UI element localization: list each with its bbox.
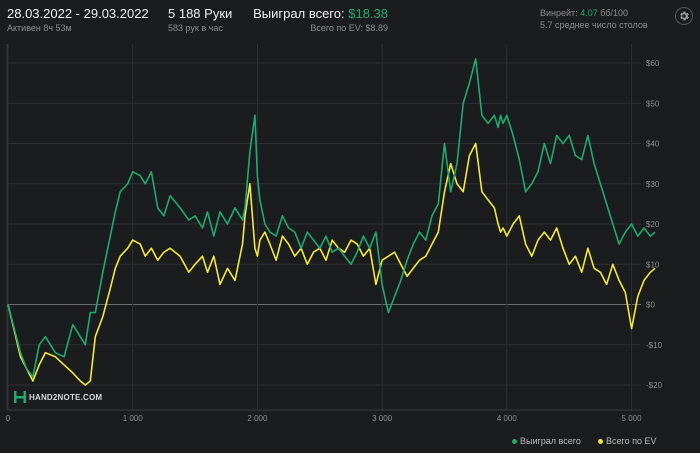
y-tick-label: $40 bbox=[646, 140, 660, 149]
hands-count: 5 188 Руки bbox=[168, 6, 233, 21]
y-tick-label: $30 bbox=[646, 180, 660, 189]
avg-tables: 5.7 среднее число столов bbox=[540, 20, 648, 30]
hands-block: 5 188 Руки 583 рук в час bbox=[168, 6, 232, 33]
ev-total: Всего по EV: $8.89 bbox=[310, 23, 388, 33]
y-tick-label: -$20 bbox=[646, 381, 663, 390]
summary-header: 28.03.2022 - 29.03.2022 Активен 8ч 53м 5… bbox=[0, 6, 700, 40]
y-tick-label: $0 bbox=[646, 301, 655, 310]
logo-text: HAND2NOTE.COM bbox=[29, 392, 103, 402]
legend-ev-swatch bbox=[598, 439, 603, 445]
legend-ev[interactable]: Всего по EV bbox=[598, 436, 656, 446]
winrate-label: Винрейт: bbox=[540, 8, 578, 18]
winnings-block: Выиграл всего: $18.38 Всего по EV: $8.89 bbox=[252, 6, 388, 33]
legend-won[interactable]: Выиграл всего bbox=[512, 436, 581, 446]
x-tick-label: 2 000 bbox=[247, 414, 268, 423]
won-total-value: $18.38 bbox=[348, 6, 388, 21]
x-tick-label: 0 bbox=[6, 414, 11, 423]
legend-ev-label: Всего по EV bbox=[606, 436, 657, 446]
legend-won-label: Выиграл всего bbox=[520, 436, 581, 446]
winrate-block: Винрейт: 4.07 бб/100 5.7 среднее число с… bbox=[540, 6, 648, 30]
x-tick-label: 5 000 bbox=[622, 414, 643, 423]
x-tick-label: 1 000 bbox=[123, 414, 144, 423]
won-total: Выиграл всего: $18.38 bbox=[252, 6, 388, 21]
series-won-line bbox=[7, 58, 656, 378]
won-total-label: Выиграл всего: bbox=[253, 6, 345, 21]
x-tick-label: 4 000 bbox=[497, 414, 518, 423]
gear-icon bbox=[680, 11, 689, 21]
y-tick-label: -$10 bbox=[646, 341, 663, 350]
x-tick-label: 3 000 bbox=[372, 414, 393, 423]
settings-button[interactable] bbox=[675, 7, 693, 25]
y-tick-label: $10 bbox=[646, 260, 660, 269]
active-time: Активен 8ч 53м bbox=[7, 23, 72, 33]
y-tick-label: $60 bbox=[646, 59, 660, 68]
winrate: Винрейт: 4.07 бб/100 bbox=[540, 8, 648, 18]
legend-won-swatch bbox=[512, 439, 517, 445]
date-block: 28.03.2022 - 29.03.2022 Активен 8ч 53м bbox=[7, 6, 149, 33]
date-range[interactable]: 28.03.2022 - 29.03.2022 bbox=[7, 6, 149, 21]
y-tick-label: $20 bbox=[646, 220, 660, 229]
hand2note-logo-icon bbox=[14, 391, 26, 403]
hand2note-logo: HAND2NOTE.COM bbox=[14, 391, 102, 403]
winrate-suffix: бб/100 bbox=[600, 8, 629, 18]
hands-per-hour: 583 рук в час bbox=[168, 23, 223, 33]
y-tick-label: $50 bbox=[646, 99, 660, 108]
series-ev-line bbox=[7, 142, 656, 386]
winrate-value: 4.07 bbox=[580, 8, 598, 18]
